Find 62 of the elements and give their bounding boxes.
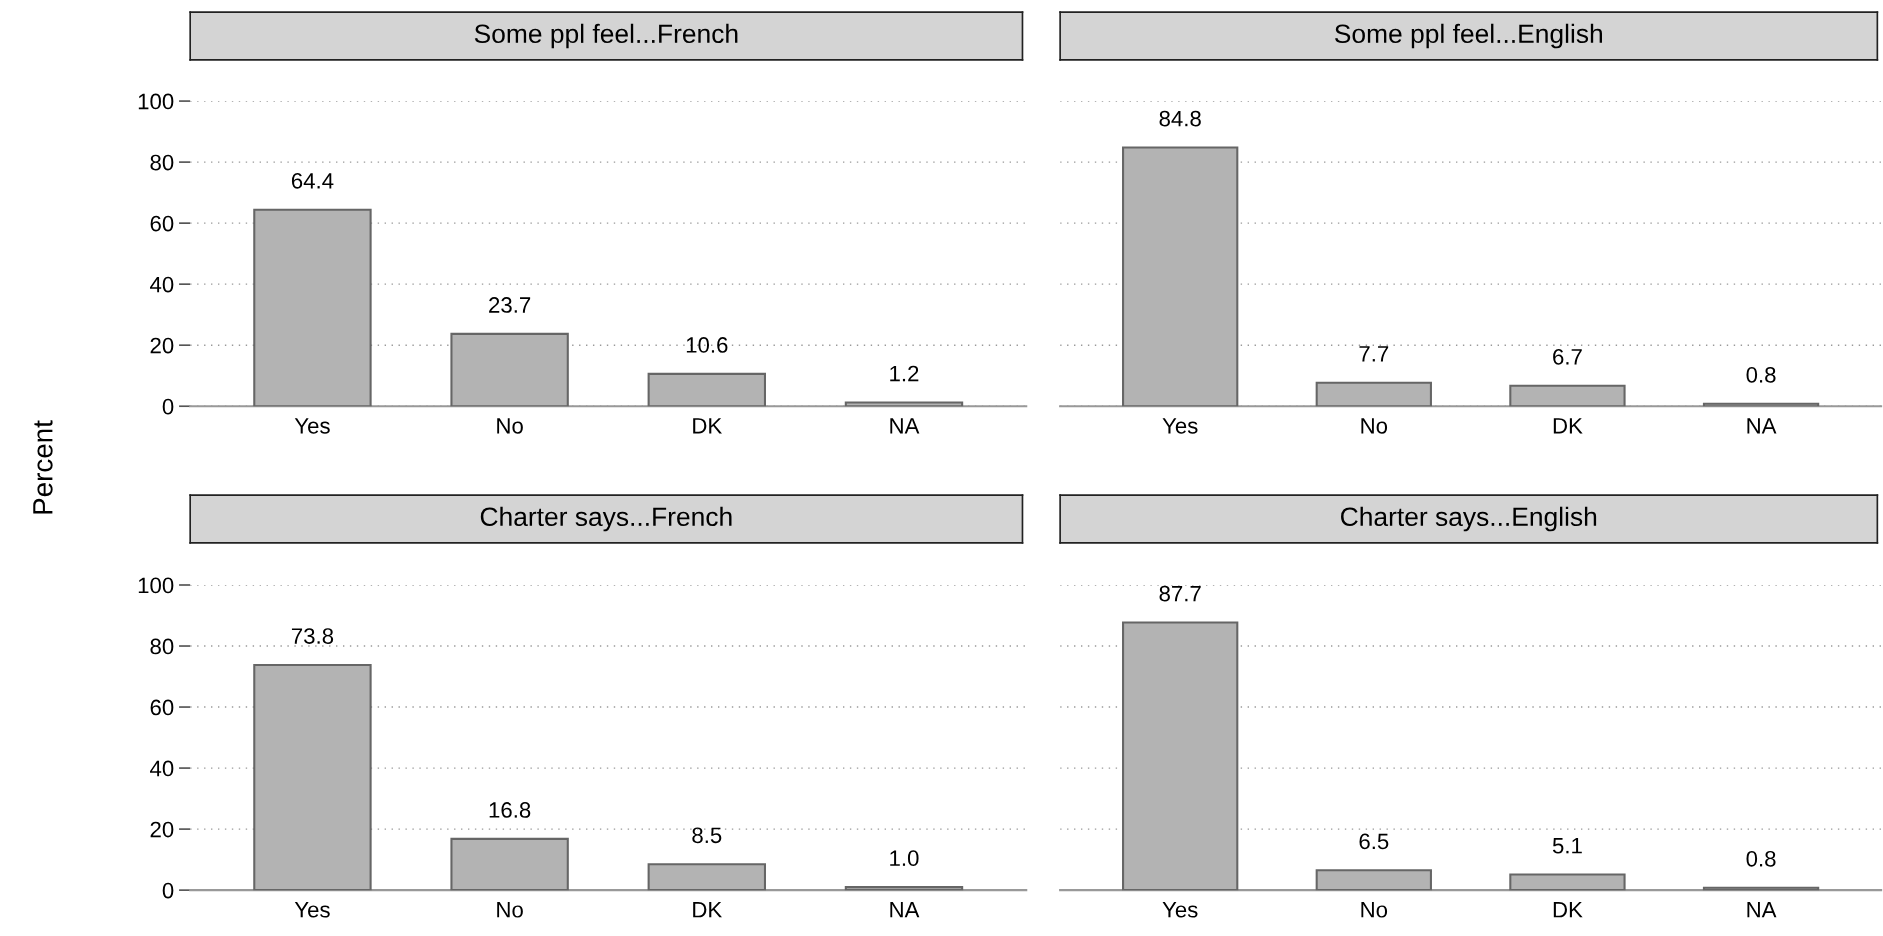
x-tick-label: No: [1361, 418, 1388, 434]
x-tick-label: No: [497, 902, 523, 918]
y-tick-label: 60: [150, 699, 174, 716]
x-tick-label: Yes: [294, 418, 330, 434]
data-label: 84.8: [1159, 110, 1201, 127]
bar: [450, 332, 569, 407]
x-tick-label: NA: [890, 902, 920, 918]
chart-title: Some ppl feel...English: [1334, 23, 1602, 49]
y-tick-label: 80: [150, 638, 174, 655]
data-label: 6.7: [1553, 348, 1582, 365]
chart-title: Some ppl feel...French: [474, 23, 738, 49]
x-tick-label: DK: [1553, 902, 1583, 918]
bar: [844, 886, 964, 891]
y-tick-label: 40: [150, 276, 174, 293]
y-tick-label: 0: [162, 882, 174, 899]
x-tick-label: DK: [1553, 418, 1583, 434]
data-label: 8.5: [692, 827, 722, 844]
x-tick-label: NA: [890, 418, 920, 434]
x-tick-label: DK: [693, 418, 722, 434]
y-tick-label: 100: [138, 577, 174, 594]
data-label: 5.1: [1552, 838, 1582, 854]
x-tick-label: Yes: [294, 902, 330, 918]
bar: [647, 863, 767, 891]
x-tick-label: Yes: [1162, 902, 1198, 918]
data-label: 6.5: [1359, 833, 1389, 850]
y-tick-label: 20: [150, 821, 174, 838]
data-label: 0.8: [1746, 366, 1776, 383]
y-tick-label: 60: [150, 215, 174, 232]
bar: [1509, 873, 1626, 891]
bar: [1122, 621, 1239, 891]
data-label: 1.0: [890, 850, 919, 867]
bar: [1122, 146, 1239, 407]
bar: [1509, 384, 1626, 407]
bar: [647, 372, 767, 407]
bar: [1315, 869, 1432, 891]
data-label: 10.6: [686, 337, 728, 353]
data-label: 64.4: [291, 172, 334, 189]
bar: [253, 208, 372, 407]
data-label: 7.7: [1359, 346, 1389, 362]
y-tick-label: 80: [150, 154, 174, 171]
data-label: 73.8: [291, 628, 334, 644]
data-label: 0.8: [1746, 850, 1776, 867]
bar: [253, 663, 372, 891]
bar: [450, 837, 569, 891]
x-tick-label: Yes: [1162, 418, 1198, 434]
bar: [1315, 381, 1432, 407]
x-tick-label: No: [497, 418, 523, 434]
x-tick-label: NA: [1747, 418, 1777, 434]
data-label: 23.7: [489, 297, 531, 313]
x-tick-label: DK: [693, 902, 722, 918]
y-tick-label: 20: [150, 337, 174, 354]
x-tick-label: No: [1361, 902, 1388, 918]
y-tick-label: 40: [150, 760, 174, 777]
y-tick-label: 0: [162, 398, 174, 415]
data-label: 16.8: [489, 802, 531, 818]
data-label: 87.7: [1159, 585, 1201, 602]
x-tick-label: NA: [1747, 902, 1777, 918]
y-axis-title: Percent: [33, 420, 53, 514]
chart-title: Charter says...French: [480, 506, 732, 532]
data-label: 1.2: [890, 365, 919, 382]
chart-title: Charter says...English: [1341, 506, 1597, 532]
y-tick-label: 100: [138, 93, 174, 110]
